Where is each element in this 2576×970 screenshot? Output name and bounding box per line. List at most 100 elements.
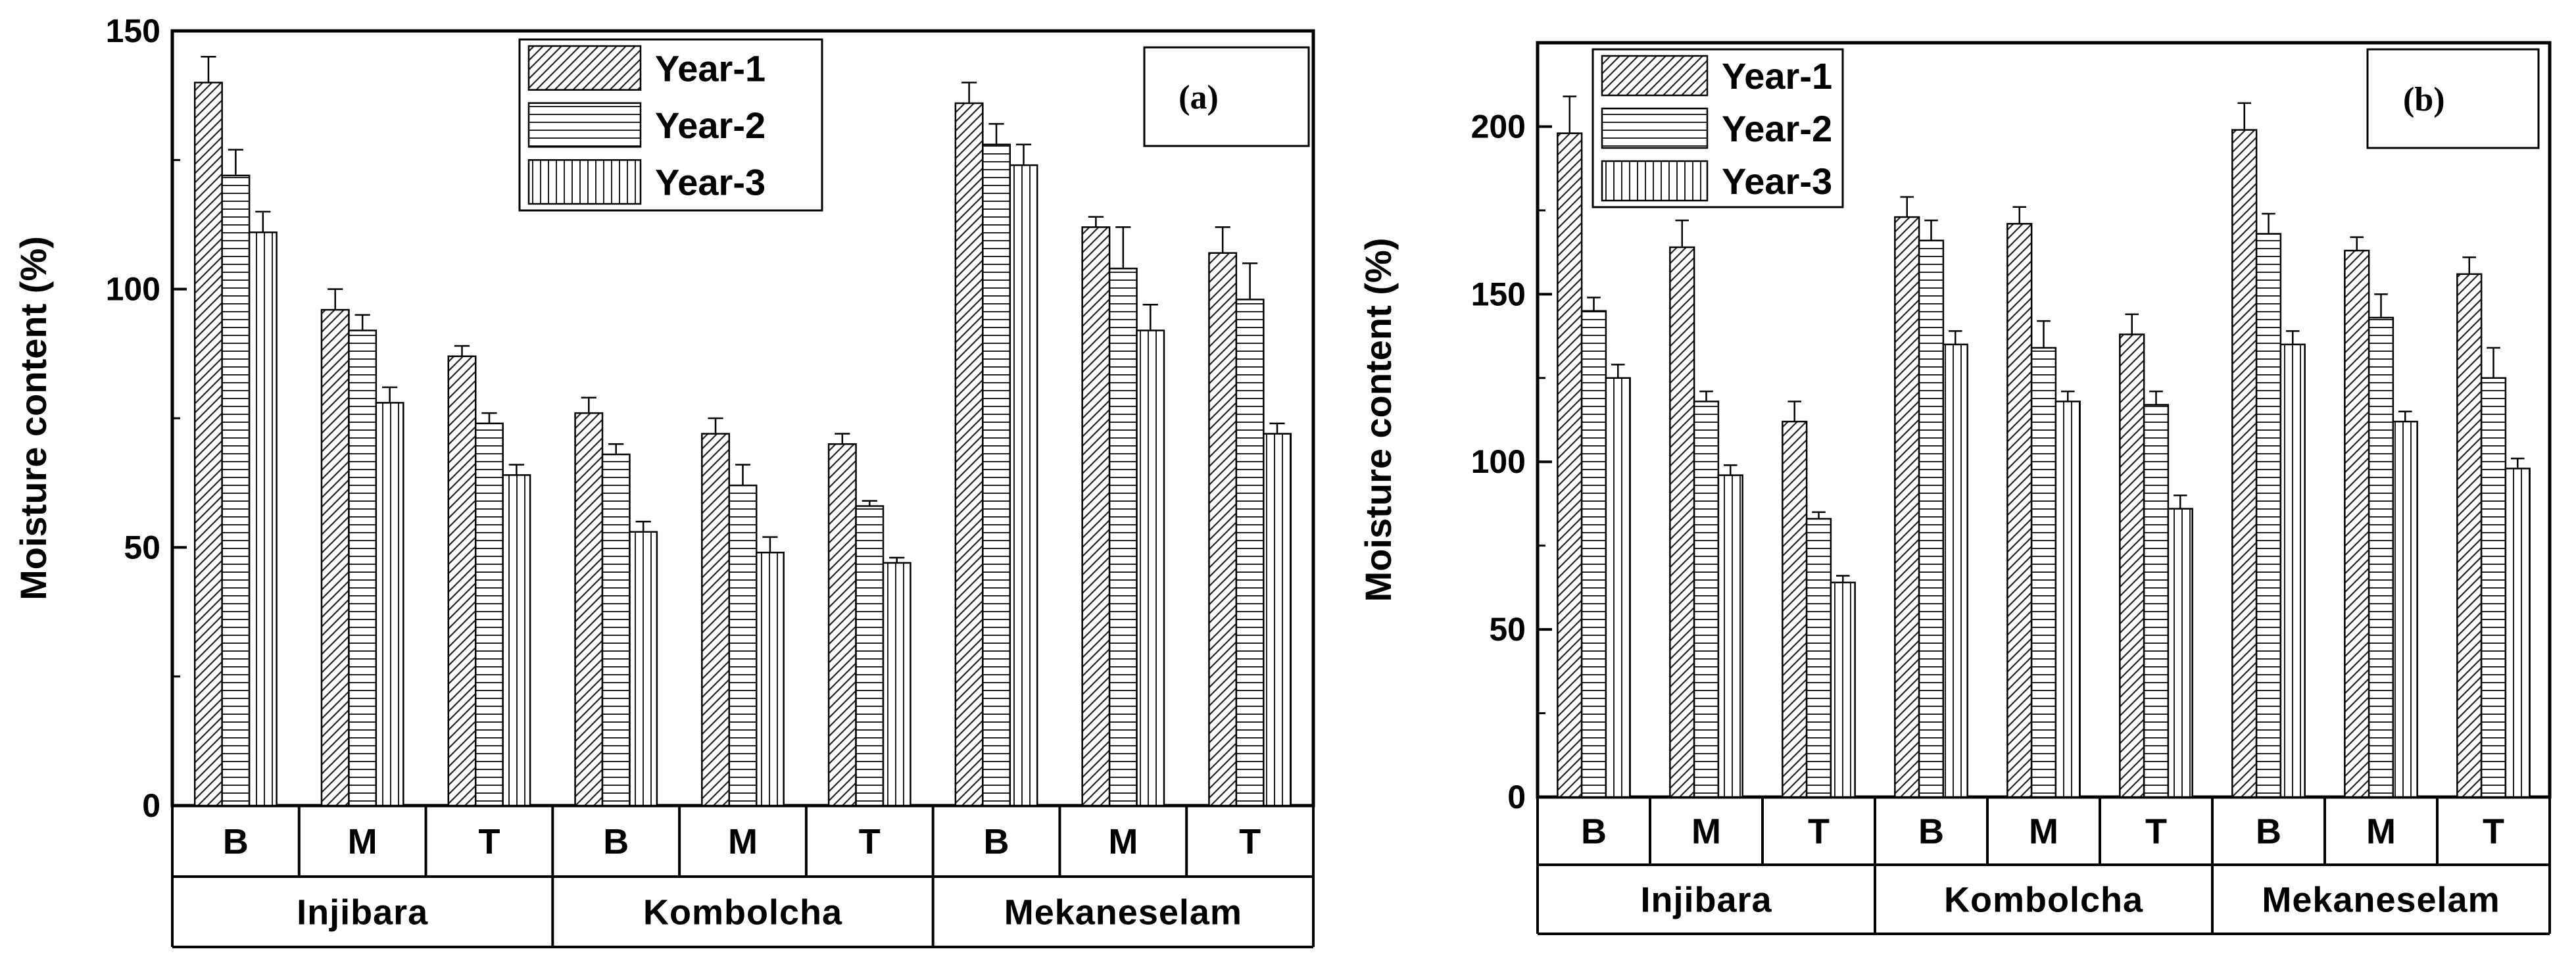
- y-tick-label: 50: [124, 529, 160, 566]
- bar-year-1: [447, 355, 477, 807]
- bar-year-1: [574, 412, 604, 807]
- category-label: M: [2366, 812, 2396, 852]
- bar-year-3: [1136, 329, 1165, 807]
- legend: Year-1 Year-2 Year-3: [1592, 48, 1844, 208]
- bar-year-3: [502, 474, 531, 807]
- legend-label: Year-1: [1722, 55, 1832, 97]
- bar-year-2: [2368, 316, 2394, 798]
- category-label: B: [1918, 812, 1944, 852]
- category-label: T: [1239, 822, 1261, 861]
- bar-year-3: [882, 562, 911, 807]
- bar-year-1: [701, 433, 731, 807]
- bar-year-3: [1717, 474, 1743, 798]
- bar-year-2: [1805, 518, 1832, 798]
- site-label: Mekaneselam: [2262, 881, 2500, 920]
- bar-year-2: [601, 453, 631, 807]
- bar-year-1: [1557, 132, 1583, 798]
- bar-year-2: [348, 329, 377, 807]
- bar-year-1: [1208, 252, 1238, 807]
- bar-year-2: [1580, 310, 1607, 798]
- site-label: Kombolcha: [1944, 881, 2143, 920]
- category-label: T: [1808, 812, 1830, 852]
- legend-swatch-year-3: [527, 159, 642, 205]
- chart-panel-a: 0 50 100 150 Moisture content (%) B M T B M T B M T In…: [12, 12, 1315, 948]
- category-label: T: [2145, 812, 2167, 852]
- bar-year-1: [954, 102, 984, 807]
- category-label: M: [348, 822, 377, 861]
- legend-swatch-year-1: [1601, 55, 1709, 97]
- y-axis-title: Moisture content (%): [1357, 238, 1399, 602]
- category-label: M: [1691, 812, 1721, 852]
- y-axis-title: Moisture content (%): [12, 236, 54, 600]
- bar-year-3: [1009, 164, 1038, 807]
- bar-year-2: [1108, 268, 1138, 807]
- bar-year-1: [827, 443, 857, 807]
- bar-year-2: [2255, 233, 2282, 798]
- legend: Year-1 Year-2 Year-3: [518, 38, 823, 212]
- legend-label: Year-3: [1722, 160, 1832, 202]
- legend-label: Year-2: [1722, 108, 1832, 149]
- bar-year-2: [1693, 400, 1720, 798]
- category-label: B: [984, 822, 1009, 861]
- site-label: Injibara: [297, 893, 428, 933]
- y-tick-label: 0: [1507, 779, 1526, 815]
- bar-year-3: [1263, 433, 1292, 807]
- bar-year-3: [755, 551, 785, 807]
- bar-year-1: [2231, 129, 2258, 798]
- bar-year-3: [1605, 377, 1631, 798]
- bar-year-2: [1235, 299, 1265, 807]
- bar-year-2: [474, 422, 504, 807]
- bar-year-3: [629, 531, 658, 807]
- bar-year-3: [375, 402, 404, 807]
- bar-year-1: [2456, 273, 2483, 798]
- bar-year-3: [1830, 581, 1856, 798]
- bar-year-2: [2480, 377, 2507, 798]
- bar-year-2: [982, 143, 1011, 807]
- bar-year-2: [1918, 239, 1945, 798]
- y-tick-label: 50: [1489, 611, 1526, 648]
- y-tick-label: 150: [1471, 276, 1526, 312]
- bar-year-3: [248, 231, 278, 807]
- bar-year-3: [2279, 343, 2306, 798]
- site-label: Mekaneselam: [1004, 893, 1242, 933]
- category-label: T: [478, 822, 500, 861]
- bar-year-3: [2392, 420, 2418, 798]
- bar-year-1: [1894, 216, 1920, 798]
- category-label: B: [603, 822, 629, 861]
- legend-label: Year-1: [655, 47, 766, 89]
- bar-year-3: [2504, 468, 2531, 798]
- category-label: T: [859, 822, 881, 861]
- panel-tag: (b): [2403, 81, 2445, 118]
- bar-year-1: [1669, 246, 1695, 798]
- bar-year-2: [728, 484, 758, 807]
- legend-swatch-year-2: [1601, 107, 1709, 149]
- bar-year-2: [2143, 404, 2170, 798]
- category-label: M: [2029, 812, 2058, 852]
- legend-swatch-year-1: [527, 45, 642, 91]
- panel-tag-box: [2366, 48, 2540, 149]
- panel-tag: (a): [1179, 79, 1219, 116]
- bar-year-1: [1782, 420, 1808, 798]
- y-tick-label: 0: [142, 787, 160, 824]
- bar-year-1: [320, 308, 350, 807]
- y-tick-label: 150: [106, 12, 160, 49]
- site-label: Injibara: [1640, 881, 1772, 920]
- bar-year-1: [1081, 226, 1111, 807]
- bar-year-2: [221, 174, 251, 807]
- legend-swatch-year-3: [1601, 160, 1709, 202]
- category-label: B: [1581, 812, 1607, 852]
- panel-tag-box: [1143, 46, 1310, 147]
- category-label: M: [728, 822, 758, 861]
- category-label: T: [2483, 812, 2504, 852]
- category-label: M: [1108, 822, 1138, 861]
- bar-year-3: [2167, 508, 2193, 798]
- category-label: B: [223, 822, 249, 861]
- legend-swatch-year-2: [527, 102, 642, 148]
- y-tick-label: 100: [1471, 443, 1526, 480]
- site-label: Kombolcha: [643, 893, 842, 933]
- bar-year-1: [2006, 223, 2033, 798]
- category-label: B: [2256, 812, 2281, 852]
- bar-year-1: [2119, 333, 2145, 798]
